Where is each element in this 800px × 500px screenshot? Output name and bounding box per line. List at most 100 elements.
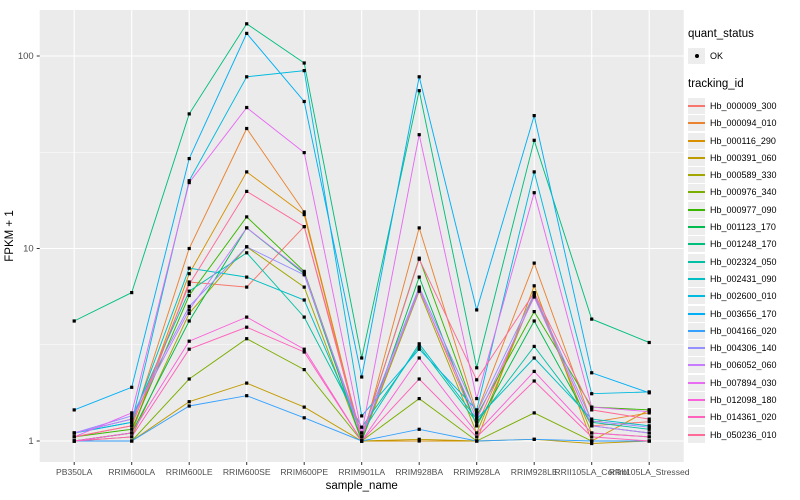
point-icon xyxy=(694,53,699,58)
data-point xyxy=(417,75,421,79)
legend-item-label: Hb_001248_170 xyxy=(710,239,777,250)
legend-item: Hb_004166_020 xyxy=(688,322,800,339)
data-point xyxy=(360,375,364,379)
data-point xyxy=(302,273,306,277)
line-swatch-icon xyxy=(688,433,705,436)
data-point xyxy=(647,425,651,429)
y-axis-title: FPKM + 1 xyxy=(4,210,16,261)
data-point xyxy=(475,366,479,370)
data-point xyxy=(245,105,249,110)
data-point xyxy=(72,439,76,443)
data-point xyxy=(360,425,364,429)
data-point xyxy=(187,289,191,293)
data-point xyxy=(245,285,249,289)
data-point xyxy=(475,439,479,443)
data-point xyxy=(245,245,249,249)
data-point xyxy=(187,377,191,381)
data-point xyxy=(130,417,134,421)
data-point xyxy=(532,114,536,118)
data-point xyxy=(590,371,594,375)
data-point xyxy=(245,31,249,35)
data-point xyxy=(302,347,306,351)
legend-tracking-items: Hb_000009_300 Hb_000094_010 Hb_000116_290 H… xyxy=(688,97,800,443)
legend-swatch xyxy=(688,149,705,166)
data-point xyxy=(187,308,191,312)
data-point xyxy=(417,397,421,401)
data-point xyxy=(245,251,249,255)
legend-swatch xyxy=(688,219,705,236)
legend-item: Hb_050236_010 xyxy=(688,426,800,443)
data-point xyxy=(187,272,191,276)
legend-swatch xyxy=(688,236,705,253)
data-point xyxy=(532,261,536,265)
data-point xyxy=(532,379,536,383)
data-point xyxy=(187,266,191,270)
data-point xyxy=(187,400,191,404)
data-point xyxy=(647,420,651,424)
data-point xyxy=(532,138,536,142)
legend-item-label: Hb_000976_340 xyxy=(710,187,777,198)
data-point xyxy=(187,347,191,351)
data-point xyxy=(245,215,249,219)
data-point xyxy=(302,368,306,372)
line-swatch-icon xyxy=(688,277,705,280)
data-point xyxy=(245,22,249,26)
legend-quant-title: quant_status xyxy=(688,28,754,40)
x-tick-label: RRIM901LA xyxy=(338,467,385,477)
line-swatch-icon xyxy=(688,381,705,384)
data-point xyxy=(245,381,249,385)
legend-swatch xyxy=(688,374,705,391)
data-point xyxy=(647,431,651,435)
data-point xyxy=(590,431,594,435)
data-point xyxy=(417,427,421,431)
data-point xyxy=(590,408,594,412)
legend-item: Hb_000977_090 xyxy=(688,201,800,218)
legend-swatch xyxy=(688,288,705,305)
legend-swatch xyxy=(688,322,705,339)
data-point xyxy=(302,213,306,217)
data-point xyxy=(532,437,536,441)
data-point xyxy=(590,419,594,423)
data-point xyxy=(475,378,479,382)
data-point xyxy=(130,385,134,389)
data-point xyxy=(417,437,421,441)
data-point xyxy=(302,69,306,73)
data-point xyxy=(302,298,306,302)
data-point xyxy=(417,89,421,93)
x-tick-label: RRIM600SE xyxy=(223,467,271,477)
data-point xyxy=(475,431,479,435)
legend-swatch xyxy=(688,97,705,114)
line-swatch-icon xyxy=(688,174,705,177)
data-point xyxy=(475,414,479,418)
line-swatch-icon xyxy=(688,104,705,107)
legend-item-label: Hb_007894_030 xyxy=(710,377,777,388)
data-point xyxy=(130,427,134,431)
data-point xyxy=(130,424,134,428)
y-tick-label: 1 xyxy=(28,436,33,447)
data-point xyxy=(245,170,249,174)
data-point xyxy=(187,319,191,323)
data-point xyxy=(475,408,479,412)
data-point xyxy=(417,226,421,230)
legend-item-label: Hb_000391_060 xyxy=(710,152,777,163)
legend-item-label: Hb_050236_010 xyxy=(710,429,777,440)
data-point xyxy=(475,435,479,439)
data-point xyxy=(417,275,421,279)
legend-item-label: Hb_014361_020 xyxy=(710,412,777,423)
x-tick-label: RRIM928BA xyxy=(395,467,443,477)
data-point xyxy=(417,257,421,261)
data-point xyxy=(590,424,594,428)
data-point xyxy=(187,181,191,185)
legend-swatch xyxy=(688,184,705,201)
data-point xyxy=(187,311,191,315)
data-point xyxy=(532,284,536,288)
line-swatch-icon xyxy=(688,347,705,350)
data-point xyxy=(475,397,479,401)
data-point xyxy=(72,408,76,412)
data-point xyxy=(187,293,191,298)
x-tick-label: RRIM928LE xyxy=(511,467,558,477)
data-point xyxy=(72,319,76,323)
data-point xyxy=(590,317,594,321)
data-point xyxy=(302,285,306,289)
legend-item-label: Hb_006052_060 xyxy=(710,360,777,371)
